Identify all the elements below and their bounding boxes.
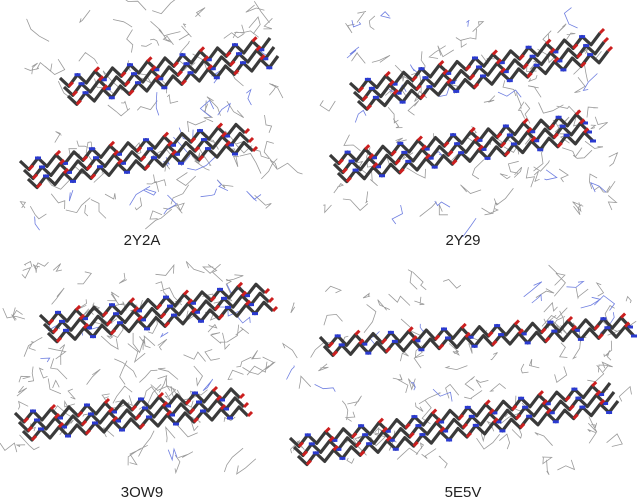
backbone bbox=[358, 51, 608, 109]
panel-label: 5E5V bbox=[445, 484, 482, 501]
backbone bbox=[350, 33, 600, 91]
backbone bbox=[320, 318, 630, 347]
panel-label: 2Y29 bbox=[445, 232, 480, 249]
backbone bbox=[334, 123, 589, 172]
side-chains bbox=[283, 265, 636, 475]
panel-label: 3OW9 bbox=[121, 484, 164, 501]
figure: 2Y2A 2Y29 3OW9 5E5V bbox=[0, 0, 637, 502]
backbone bbox=[60, 38, 270, 86]
panel-label: 2Y2A bbox=[124, 232, 161, 249]
backbone bbox=[15, 389, 240, 422]
backbone bbox=[324, 327, 634, 356]
backbone bbox=[23, 407, 248, 440]
molecule-drawings bbox=[0, 0, 637, 475]
page: 2Y2A 2Y29 3OW9 5E5V (() => { const data … bbox=[0, 0, 637, 502]
